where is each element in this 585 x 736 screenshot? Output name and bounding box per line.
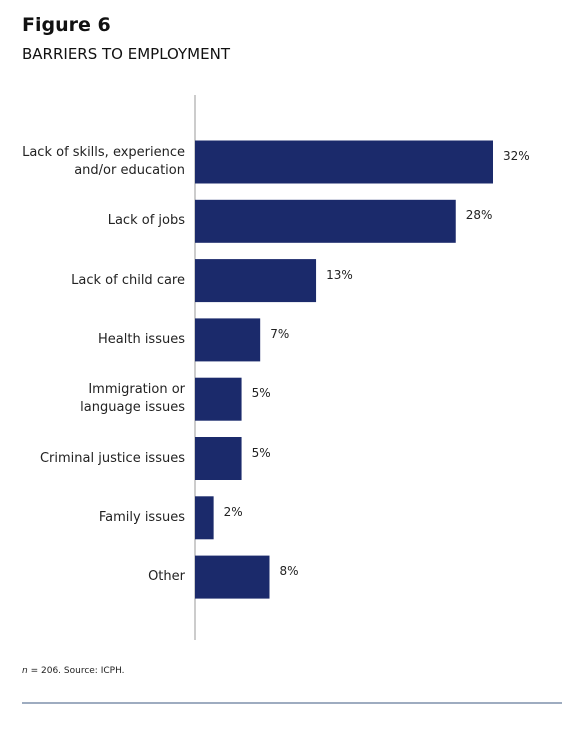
value-label: 13% bbox=[326, 267, 353, 282]
value-label: 8% bbox=[279, 564, 299, 579]
value-label: 7% bbox=[270, 326, 290, 341]
footnote: n = 206. Source: ICPH. bbox=[22, 666, 125, 676]
bar bbox=[195, 199, 456, 243]
category-label: Other bbox=[148, 569, 185, 585]
bar bbox=[195, 140, 493, 184]
category-label: Health issues bbox=[98, 331, 185, 347]
bar bbox=[195, 318, 261, 362]
note-symbol: n bbox=[22, 666, 28, 676]
bar bbox=[195, 377, 242, 421]
chart-title: Figure 6 bbox=[22, 14, 111, 36]
bar bbox=[195, 259, 317, 303]
category-label: Family issues bbox=[98, 509, 185, 525]
category-label: Lack of jobs bbox=[107, 213, 185, 229]
category-label: Immigration or language issues bbox=[80, 382, 185, 416]
value-label: 2% bbox=[223, 504, 243, 519]
bar bbox=[195, 496, 214, 540]
value-label: 5% bbox=[251, 445, 271, 460]
category-label: Criminal justice issues bbox=[39, 450, 185, 466]
value-label: 28% bbox=[465, 208, 493, 223]
note-text: = 206. Source: ICPH. bbox=[30, 666, 125, 676]
value-label: 32% bbox=[503, 149, 530, 163]
bar bbox=[195, 437, 242, 480]
value-label: 5% bbox=[251, 386, 271, 401]
category-label: Lack of child care bbox=[71, 272, 185, 288]
category-label: Lack of skills, experience and/or educat… bbox=[22, 145, 185, 178]
bar bbox=[195, 555, 270, 599]
chart-subtitle: BARRIERS TO EMPLOYMENT bbox=[22, 45, 230, 63]
